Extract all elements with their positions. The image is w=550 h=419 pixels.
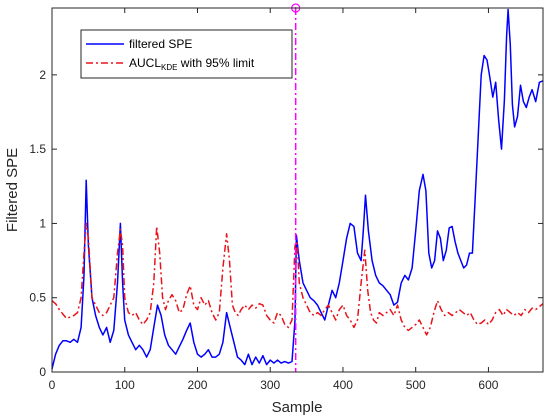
x-axis-ticks: 0 100 200 300 400 500 600 (49, 8, 499, 392)
y-tick-label: 2 (39, 68, 46, 82)
x-tick-label: 200 (187, 378, 207, 392)
series-layer (51, 8, 544, 370)
legend-entry-aucl-kde: AUCLKDE with 95% limit (129, 56, 255, 72)
y-tick-label: 0.5 (29, 291, 46, 305)
series-line-1 (51, 222, 544, 336)
y-tick-label: 0 (39, 365, 46, 379)
y-tick-label: 1 (39, 216, 46, 230)
series-line-0 (51, 8, 544, 370)
x-tick-label: 300 (260, 378, 280, 392)
legend-entry-filtered-spe: filtered SPE (129, 37, 192, 51)
y-axis-label: Filtered SPE (4, 148, 21, 232)
legend: filtered SPE AUCLKDE with 95% limit (80, 29, 293, 79)
x-tick-label: 400 (333, 378, 353, 392)
x-tick-label: 0 (49, 378, 56, 392)
x-axis-label: Sample (272, 399, 323, 416)
x-tick-label: 100 (115, 378, 135, 392)
x-tick-label: 500 (406, 378, 426, 392)
plot-frame (51, 7, 544, 373)
legend-box (80, 29, 293, 79)
y-tick-label: 1.5 (29, 142, 46, 156)
x-tick-label: 600 (478, 378, 498, 392)
y-axis-ticks: 0 0.5 1 1.5 2 (29, 68, 543, 379)
